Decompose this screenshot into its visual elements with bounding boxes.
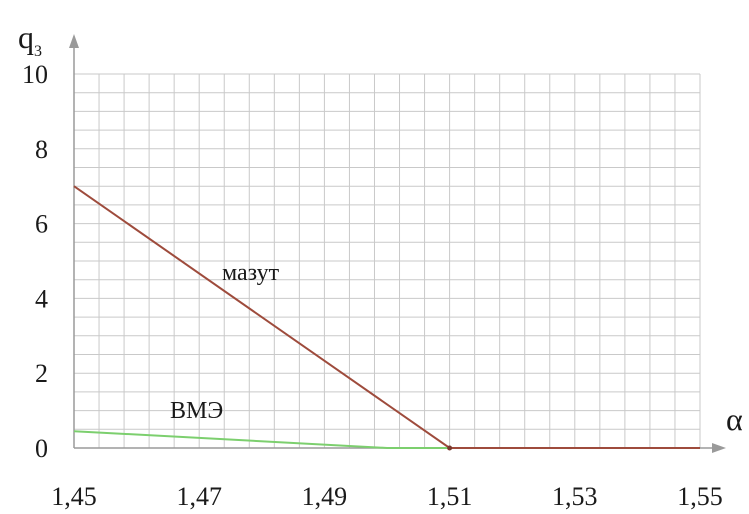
- y-tick-label: 2: [35, 359, 48, 388]
- y-tick-label: 0: [35, 434, 48, 463]
- grid: [73, 73, 701, 449]
- x-tick-label: 1,55: [677, 482, 723, 511]
- series-layer: [73, 185, 700, 451]
- y-tick-label: 4: [35, 284, 48, 313]
- x-tick-label: 1,49: [302, 482, 348, 511]
- x-tick-label: 1,53: [552, 482, 598, 511]
- y-tick-label: 10: [22, 60, 48, 89]
- series-line-vme: [73, 430, 450, 449]
- y-tick-label: 6: [35, 210, 48, 239]
- intersection-point: [447, 445, 453, 451]
- x-tick-label: 1,51: [427, 482, 473, 511]
- series-label-mazut: мазут: [222, 260, 280, 286]
- x-tick-label: 1,47: [176, 482, 222, 511]
- x-axis-arrow: [712, 443, 726, 453]
- y-axis-arrow: [69, 34, 79, 48]
- y-tick-label: 8: [35, 135, 48, 164]
- series-label-vme: ВМЭ: [170, 398, 223, 424]
- y-axis-label: q3: [18, 19, 42, 60]
- x-tick-label: 1,45: [51, 482, 97, 511]
- tick-labels: 1,45 1,47 1,49 1,51 1,53 1,55 0 2 4 6 8 10: [22, 60, 723, 511]
- axes: [69, 34, 726, 453]
- x-axis-label: α: [726, 401, 743, 437]
